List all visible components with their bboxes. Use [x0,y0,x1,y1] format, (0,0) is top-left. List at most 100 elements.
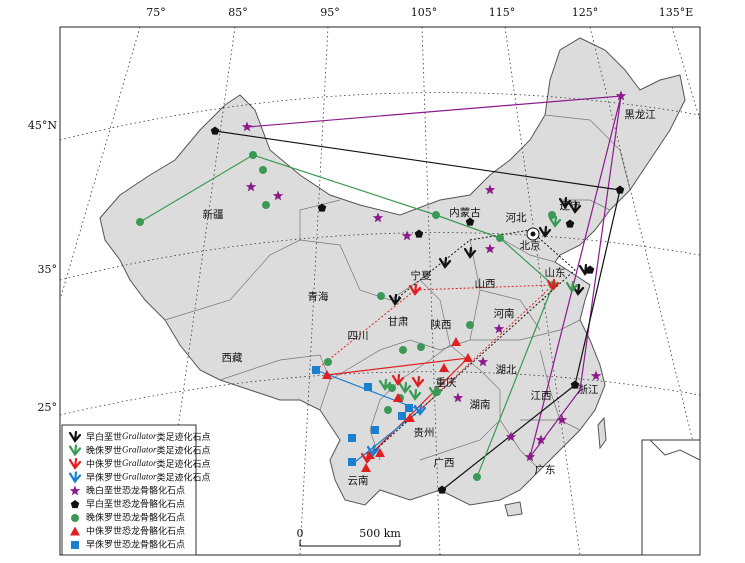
province-label: 西藏 [222,352,243,364]
longitude-label: 115° [489,6,516,19]
square-marker [371,426,379,434]
pentagon-marker [70,500,80,509]
star-marker [452,392,464,403]
province-label: 广东 [535,463,556,476]
legend-label: 晚侏罗世Grallator类足迹化石点 [86,444,211,456]
scale-bar: 0 500 km [297,527,401,547]
legend-label: 早白垩世恐龙骨骼化石点 [86,498,185,510]
circle-marker [384,406,392,414]
footprint-marker [438,256,452,269]
star-marker [524,451,536,462]
footprint-marker [558,196,572,209]
footprint-marker [548,215,562,228]
province-label: 北京 [520,239,541,252]
province-label: 湖南 [470,398,491,411]
longitude-label: 105° [411,6,438,19]
longitude-label: 85° [228,6,248,19]
fossil-sites [136,90,627,494]
late-jurassic-link [139,154,554,478]
legend-label: 早侏罗世恐龙骨骼化石点 [86,539,185,551]
star-marker [493,323,505,334]
capital-symbol [530,231,536,237]
footprint-marker [68,430,82,443]
pentagon-marker [565,219,575,228]
province-label: 河北 [506,212,527,224]
square-marker [312,366,320,374]
footprint-marker [565,280,579,293]
province-label: 河南 [494,307,515,320]
south-sea-inset [641,439,701,556]
border [299,199,341,240]
circle-marker [324,358,332,366]
scale-line [299,540,401,547]
legend-label-part: Grallator [122,458,157,468]
legend-label-part: 晚侏罗世 [86,444,122,456]
circle-marker [432,211,440,219]
triangle-marker [451,337,461,346]
circle-marker [71,514,79,522]
star-marker [484,243,496,254]
province-label: 四川 [348,330,369,342]
legend-label-part: 类足迹化石点 [157,431,211,443]
border [164,239,421,321]
footprint-marker [366,444,380,457]
footprint-marker [538,225,552,238]
legend-label-part: Grallator [122,431,157,441]
province-label: 新疆 [203,208,224,221]
scale-label: 0 [297,527,304,540]
star-marker [372,212,384,223]
longitude-label: 95° [320,6,340,19]
latitude-label: 35° [38,263,58,276]
legend-label: 晚白垩世恐龙骨骼化石点 [86,485,185,497]
square-marker [364,383,372,391]
star-marker [477,356,489,367]
footprint-marker [68,471,82,484]
footprint-marker [578,263,592,276]
star-marker [535,434,547,445]
province-label: 湖北 [496,364,517,376]
triangle-marker [70,526,80,536]
graticule-labels: 75° 85° 95° 105° 115° 125° 135°E 45°N 35… [28,6,693,414]
grid-line [159,26,236,556]
footprint-marker [413,403,427,416]
circle-marker [262,201,270,209]
legend-box [61,424,197,556]
early-cretaceous-link [214,130,621,491]
footprint-marker [546,278,560,291]
legend-label-part: 早白垩世 [86,431,122,443]
legend-label: 早侏罗世Grallator类足迹化石点 [86,471,211,483]
pentagon-marker [615,185,625,194]
province-label: 贵州 [414,426,435,439]
footprint-marker [68,457,82,470]
graticule [59,26,701,556]
legend-label-part: Grallator [122,472,157,482]
footprint-marker [408,388,422,401]
longitude-label: 75° [146,6,166,19]
footprint-marker [408,283,422,296]
pentagon-marker [570,380,580,389]
longitude-label: 125° [572,6,599,19]
province-label: 广西 [434,457,455,469]
province-label: 山东 [545,266,566,279]
province-label: 宁夏 [411,269,432,282]
footprint-marker [68,444,82,457]
circle-marker [136,218,144,226]
pentagon-marker [317,203,327,212]
footprint-marker [378,378,392,391]
province-label: 重庆 [436,376,457,389]
star-marker [241,121,253,132]
square-marker [348,434,356,442]
triangle-marker [322,370,332,379]
footprint-marker [411,375,425,388]
triangle-marker [393,393,403,402]
legend-label-part: Grallator [122,445,157,455]
footprint-marker [391,373,405,386]
star-marker [615,90,627,101]
legend-label: 中侏罗世Grallator类足迹化石点 [86,458,211,470]
province-label: 黑龙江 [624,108,656,121]
triangle-marker [361,463,371,472]
circle-marker [377,292,385,300]
circle-marker [417,343,425,351]
scale-label: 500 km [359,527,401,540]
star-marker [484,184,496,195]
